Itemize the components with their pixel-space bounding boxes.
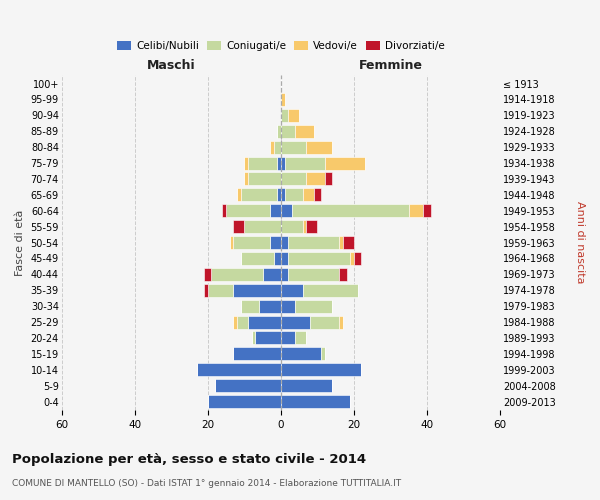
Bar xyxy=(237,316,248,328)
Bar xyxy=(263,268,281,281)
Bar xyxy=(211,268,263,281)
Bar xyxy=(233,236,270,249)
Bar xyxy=(281,268,288,281)
Bar xyxy=(303,220,307,233)
Bar xyxy=(424,204,431,218)
Bar xyxy=(295,300,332,312)
Bar xyxy=(259,300,281,312)
Bar xyxy=(270,140,274,153)
Bar xyxy=(354,252,361,265)
Bar xyxy=(215,379,281,392)
Bar xyxy=(281,109,288,122)
Bar xyxy=(248,156,277,170)
Bar xyxy=(230,236,233,249)
Bar xyxy=(244,172,248,186)
Bar xyxy=(281,332,295,344)
Bar xyxy=(274,140,281,153)
Bar xyxy=(292,204,409,218)
Bar xyxy=(340,268,347,281)
Bar xyxy=(343,236,354,249)
Bar xyxy=(274,252,281,265)
Bar xyxy=(284,188,303,202)
Y-axis label: Fasce di età: Fasce di età xyxy=(15,210,25,276)
Bar xyxy=(321,348,325,360)
Bar xyxy=(281,300,295,312)
Bar xyxy=(281,156,284,170)
Bar xyxy=(244,156,248,170)
Bar xyxy=(281,172,307,186)
Bar xyxy=(281,316,310,328)
Bar xyxy=(277,188,281,202)
Bar xyxy=(307,140,332,153)
Bar xyxy=(248,316,281,328)
Bar xyxy=(208,284,233,297)
Bar xyxy=(223,204,226,218)
Bar xyxy=(237,188,241,202)
Bar xyxy=(281,379,332,392)
Bar xyxy=(409,204,424,218)
Bar xyxy=(277,156,281,170)
Bar xyxy=(281,236,288,249)
Bar xyxy=(325,172,332,186)
Bar xyxy=(255,332,281,344)
Bar xyxy=(241,188,277,202)
Bar xyxy=(295,332,307,344)
Bar xyxy=(288,109,299,122)
Bar xyxy=(241,300,259,312)
Text: Femmine: Femmine xyxy=(358,60,422,72)
Bar xyxy=(307,220,317,233)
Bar xyxy=(284,156,325,170)
Bar xyxy=(281,395,350,408)
Bar xyxy=(277,125,281,138)
Bar xyxy=(281,220,303,233)
Bar xyxy=(208,395,281,408)
Bar xyxy=(233,348,281,360)
Bar xyxy=(325,156,365,170)
Bar xyxy=(251,332,255,344)
Bar xyxy=(281,140,307,153)
Bar xyxy=(350,252,354,265)
Bar xyxy=(281,93,284,106)
Bar xyxy=(295,125,314,138)
Bar xyxy=(288,252,350,265)
Bar xyxy=(310,316,340,328)
Bar xyxy=(281,252,288,265)
Bar xyxy=(303,188,314,202)
Bar xyxy=(281,284,303,297)
Bar xyxy=(314,188,321,202)
Text: Maschi: Maschi xyxy=(147,60,196,72)
Bar xyxy=(233,316,237,328)
Bar xyxy=(248,172,281,186)
Bar xyxy=(340,316,343,328)
Text: Popolazione per età, sesso e stato civile - 2014: Popolazione per età, sesso e stato civil… xyxy=(12,452,366,466)
Bar xyxy=(307,172,325,186)
Bar xyxy=(281,188,284,202)
Bar xyxy=(281,125,295,138)
Bar xyxy=(270,236,281,249)
Bar xyxy=(233,284,281,297)
Text: COMUNE DI MANTELLO (SO) - Dati ISTAT 1° gennaio 2014 - Elaborazione TUTTITALIA.I: COMUNE DI MANTELLO (SO) - Dati ISTAT 1° … xyxy=(12,479,401,488)
Bar xyxy=(241,252,274,265)
Bar xyxy=(303,284,358,297)
Bar xyxy=(270,204,281,218)
Bar xyxy=(288,268,340,281)
Bar xyxy=(226,204,270,218)
Bar xyxy=(281,204,292,218)
Bar xyxy=(197,363,281,376)
Y-axis label: Anni di nascita: Anni di nascita xyxy=(575,202,585,284)
Bar xyxy=(288,236,340,249)
Bar xyxy=(340,236,343,249)
Bar xyxy=(281,348,321,360)
Bar xyxy=(204,284,208,297)
Bar xyxy=(233,220,244,233)
Legend: Celibi/Nubili, Coniugati/e, Vedovi/e, Divorziati/e: Celibi/Nubili, Coniugati/e, Vedovi/e, Di… xyxy=(113,36,449,55)
Bar xyxy=(281,363,361,376)
Bar xyxy=(204,268,211,281)
Bar xyxy=(244,220,281,233)
